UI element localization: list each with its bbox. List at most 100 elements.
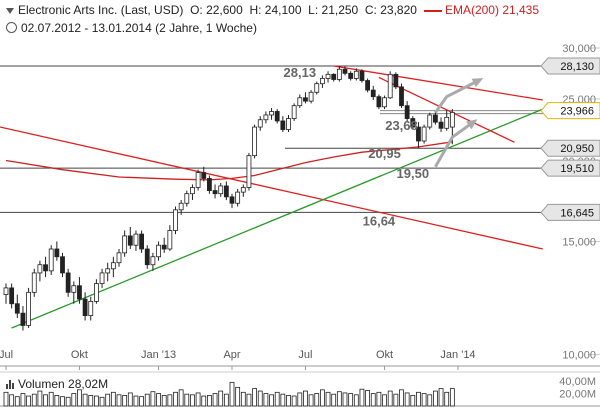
- candle-body: [178, 202, 184, 211]
- volume-bar: [427, 394, 433, 407]
- x-tick-label: Jul: [0, 349, 13, 361]
- candle-body: [263, 114, 269, 121]
- volume-bar: [240, 391, 246, 407]
- candle-body: [393, 73, 399, 88]
- candle-body: [82, 298, 88, 317]
- volume-bar: [342, 392, 348, 407]
- close-value: C: 23,820: [364, 3, 417, 17]
- candle-body: [416, 126, 421, 142]
- volume-bar: [308, 394, 314, 407]
- annotation-label: 19,50: [397, 166, 430, 181]
- candle-body: [3, 287, 9, 295]
- volume-bar: [421, 393, 427, 407]
- volume-bars-icon: [6, 378, 14, 392]
- volume-bar: [82, 393, 88, 407]
- volume-bar: [195, 392, 201, 407]
- annotation-label: 16,64: [363, 213, 396, 228]
- level-tag: [540, 203, 600, 221]
- candle-body: [235, 191, 241, 204]
- ema200-line: [5, 141, 453, 181]
- level-tag: [540, 159, 600, 177]
- volume-bar: [201, 395, 207, 407]
- volume-bar: [20, 393, 26, 407]
- volume-bar: [365, 390, 371, 407]
- candle-body: [438, 121, 444, 129]
- ema-label: EMA(200): [444, 3, 499, 17]
- volume-bar: [37, 390, 43, 407]
- x-tick-label: Jan '14: [440, 349, 475, 361]
- volume-bar: [353, 394, 359, 407]
- volume-bar: [399, 389, 404, 407]
- ohlc-dropdown-icon[interactable]: [6, 7, 14, 14]
- candle-body: [9, 287, 15, 305]
- level-tag-label: 23,966: [560, 106, 594, 118]
- candle-body: [133, 233, 139, 246]
- volume-bar: [291, 395, 297, 407]
- volume-bar: [235, 386, 241, 407]
- trendline-downtrend-long: [0, 126, 543, 250]
- level-tag-label: 19,510: [560, 163, 594, 175]
- candle-body: [139, 233, 145, 250]
- candle-body: [376, 96, 382, 108]
- date-range-row: 02.07.2012 - 13.01.2014 (2 Jahre, 1 Woch…: [6, 21, 257, 35]
- candle-body: [382, 97, 387, 108]
- volume-bar: [325, 391, 331, 407]
- volume-bar: [9, 394, 15, 407]
- volume-tick-label: 20,00M: [559, 389, 596, 401]
- candle-body: [240, 187, 246, 193]
- high-value: H: 24,100: [249, 3, 302, 17]
- volume-bar: [60, 396, 65, 407]
- x-tick-label: Okt: [376, 349, 393, 361]
- volume-bar: [257, 390, 263, 407]
- candle-body: [314, 83, 320, 93]
- volume-bar: [393, 393, 399, 407]
- quote-row: Electronic Arts Inc. (Last, USD) O: 22,6…: [6, 3, 539, 17]
- candle-body: [116, 252, 122, 264]
- volume-bar: [223, 393, 229, 407]
- volume-bar: [116, 394, 122, 407]
- candle-body: [229, 196, 235, 204]
- volume-bar: [65, 396, 71, 407]
- candle-body: [105, 268, 111, 274]
- arrow-up-2: [434, 119, 476, 168]
- volume-bar: [144, 393, 150, 407]
- level-tag-label: 28,130: [560, 61, 594, 73]
- candle-body: [404, 105, 410, 119]
- arrow-up-1-head: [471, 78, 484, 88]
- volume-bar: [161, 395, 167, 407]
- volume-header: Volumen 28,02M: [6, 377, 108, 392]
- volume-bar: [31, 393, 37, 407]
- level-tag: [540, 57, 600, 75]
- volume-bar: [297, 392, 303, 407]
- candle-body: [54, 248, 60, 258]
- volume-bar: [77, 389, 82, 407]
- volume-bar: [303, 390, 308, 407]
- x-tick-label: Jan '13: [141, 349, 176, 361]
- candle-body: [359, 70, 365, 81]
- candle-body: [410, 118, 416, 128]
- candle-body: [190, 187, 195, 195]
- volume-bar: [139, 396, 145, 407]
- candle-body: [421, 126, 427, 142]
- x-tick-label: Apr: [223, 349, 240, 361]
- candle-body: [88, 301, 94, 317]
- volume-bar: [99, 396, 105, 407]
- volume-bar: [376, 391, 382, 407]
- volume-bar: [156, 393, 161, 407]
- volume-bar: [122, 395, 128, 407]
- volume-bar: [370, 393, 376, 407]
- volume-bar: [14, 396, 20, 407]
- volume-bar: [438, 388, 444, 407]
- ema-swatch: [423, 9, 442, 12]
- candle-body: [218, 185, 224, 195]
- volume-bar: [178, 389, 184, 407]
- y-tick-label: 10,000: [562, 350, 596, 362]
- volume-bar: [173, 391, 178, 407]
- volume-bar: [263, 393, 269, 407]
- candle-body: [257, 119, 263, 128]
- volume-bar: [110, 391, 116, 407]
- candle-body: [291, 105, 297, 119]
- ema-value: 21,435: [502, 3, 540, 17]
- y-tick-label: 15,000: [562, 236, 596, 248]
